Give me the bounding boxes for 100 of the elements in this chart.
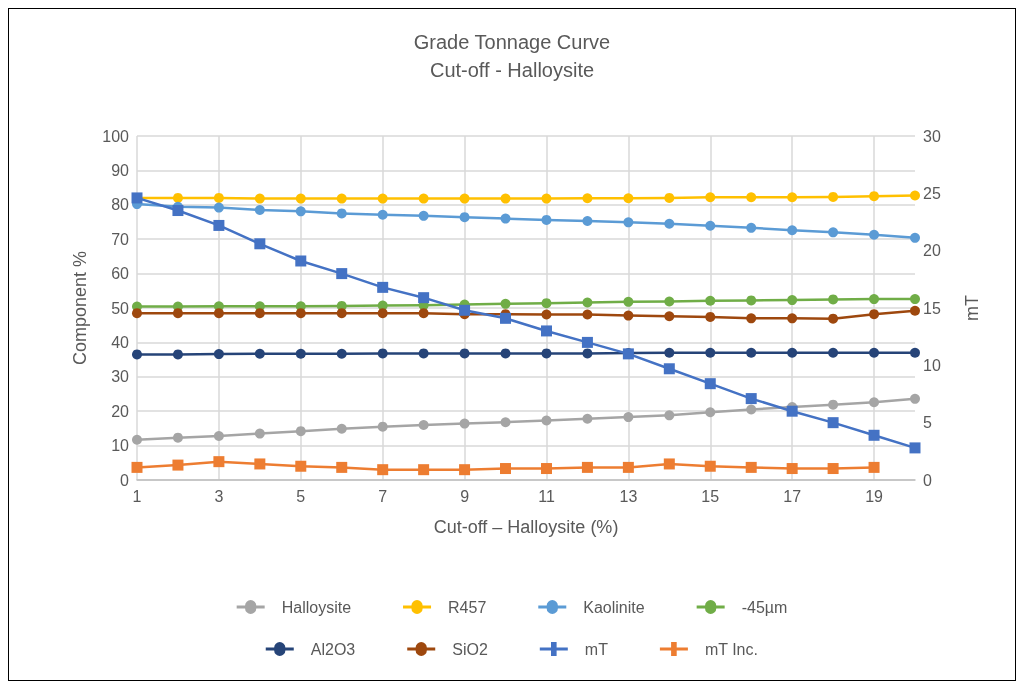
y2-tick-label: 20: [923, 242, 941, 260]
y-tick-label: 20: [111, 402, 130, 420]
point: [500, 348, 511, 359]
point: [295, 308, 306, 319]
point: [131, 461, 143, 473]
point: [910, 232, 920, 243]
point: [213, 349, 224, 360]
point: [295, 460, 307, 472]
y-axis-title: Component %: [70, 250, 90, 366]
point: [622, 461, 634, 473]
point: [582, 309, 593, 320]
point: [172, 349, 183, 360]
point: [541, 298, 552, 309]
y-tick-label: 30: [111, 368, 130, 386]
y2-tick-label: 10: [923, 356, 941, 374]
point: [213, 202, 224, 213]
point: [500, 213, 511, 224]
point: [172, 308, 183, 319]
point: [746, 313, 757, 324]
point: [910, 393, 920, 404]
y2-tick-label: 25: [923, 184, 941, 202]
point: [828, 399, 839, 410]
point: [787, 313, 798, 324]
x-tick-label: 9: [460, 487, 470, 505]
legend-label: mT: [584, 640, 609, 658]
point: [868, 429, 880, 441]
point: [254, 193, 265, 204]
point: [869, 191, 880, 202]
point: [172, 432, 183, 443]
point: [254, 238, 266, 250]
x-tick-label: 13: [619, 487, 638, 505]
point: [541, 309, 552, 320]
y2-tick-label: 5: [923, 414, 932, 432]
point: [705, 407, 716, 418]
point: [336, 423, 347, 434]
point: [869, 294, 880, 305]
point: [827, 417, 839, 429]
point: [787, 347, 798, 358]
point: [869, 309, 880, 320]
point: [623, 412, 634, 423]
point: [828, 313, 839, 324]
point: [213, 430, 224, 441]
point: [295, 206, 306, 217]
point: [295, 426, 306, 437]
point: [500, 312, 512, 324]
point: [418, 348, 429, 359]
y-tick-label: 40: [111, 333, 130, 351]
point: [295, 193, 306, 204]
point: [581, 336, 593, 348]
point: [746, 347, 757, 358]
y-tick-label: 100: [102, 127, 130, 145]
point: [418, 210, 429, 221]
point: [377, 421, 388, 432]
point: [663, 363, 675, 375]
point: [254, 458, 266, 470]
point: [254, 308, 265, 319]
legend-label: SiO2: [452, 640, 488, 658]
point: [827, 463, 839, 475]
point: [663, 458, 675, 470]
x-tick-label: 11: [538, 487, 555, 505]
chart-title: Grade Tonnage Curve: [413, 31, 611, 53]
x-tick-label: 19: [865, 487, 884, 505]
point: [582, 413, 593, 424]
y-tick-label: 50: [111, 299, 130, 317]
point: [377, 308, 388, 319]
point: [704, 460, 716, 472]
point: [623, 296, 634, 307]
y-tick-label: 70: [111, 230, 130, 248]
point: [910, 190, 920, 201]
point: [500, 298, 511, 309]
point: [459, 418, 470, 429]
point: [213, 456, 225, 468]
point: [172, 192, 183, 203]
point: [623, 193, 634, 204]
point: [828, 294, 839, 305]
point: [705, 311, 716, 322]
point: [132, 434, 142, 445]
x-tick-label: 7: [378, 487, 388, 505]
point: [377, 348, 388, 359]
point: [459, 212, 470, 223]
point: [336, 268, 348, 280]
point: [623, 310, 634, 321]
point: [213, 192, 224, 203]
y-tick-label: 90: [111, 161, 130, 179]
point: [746, 222, 757, 233]
point: [377, 193, 388, 204]
point: [746, 192, 757, 203]
y-tick-label: 10: [111, 437, 130, 455]
point: [377, 281, 389, 293]
legend-label: Kaolinite: [583, 598, 645, 616]
legend-label: -45µm: [741, 598, 788, 616]
y2-axis-title: mT: [962, 295, 982, 321]
point: [540, 325, 552, 337]
point: [172, 205, 184, 217]
point: [828, 227, 839, 238]
x-tick-label: 15: [701, 487, 720, 505]
point: [582, 297, 593, 308]
point: [910, 347, 920, 358]
y-tick-label: 80: [111, 196, 130, 214]
y-tick-label: 0: [120, 471, 130, 489]
